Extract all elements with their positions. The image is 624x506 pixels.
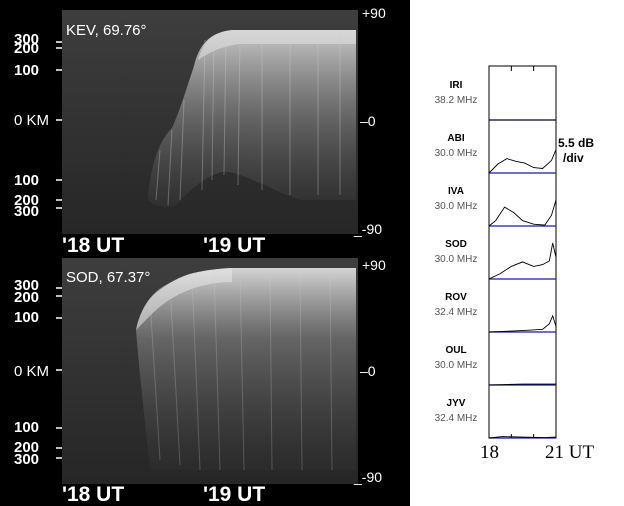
riometer-station-name: JYV bbox=[447, 398, 466, 409]
riometer-panel: IRI 38.2 MHz ABI 30.0 MHz IVA 30.0 MHz SOD 30.0… bbox=[410, 0, 624, 506]
keogram-1-ytick-0: 0 KM bbox=[14, 112, 49, 129]
riometer-svg: IRI 38.2 MHz ABI 30.0 MHz IVA 30.0 MHz SOD 30.0… bbox=[435, 65, 594, 463]
riometer-frame bbox=[488, 65, 557, 439]
keogram-2-rtick-minus90: _-90 bbox=[353, 469, 382, 485]
riometer-station-name: IVA bbox=[448, 186, 464, 197]
keogram-2-aurora bbox=[136, 268, 356, 470]
keogram-1-aurora bbox=[148, 30, 356, 208]
riometer-trace bbox=[488, 314, 557, 333]
keogram-2-time-19: '19 UT bbox=[203, 483, 265, 506]
keogram-2-rtick-0: –0 bbox=[360, 363, 376, 379]
riometer-scale-label: 5.5 dB bbox=[558, 136, 594, 150]
riometer-station-freq: 30.0 MHz bbox=[435, 148, 478, 159]
keogram-2-ytick-300-bottom: 300 bbox=[14, 451, 39, 468]
keogram-2-ytick-200-bottom: 200 bbox=[14, 439, 39, 456]
riometer-station-freq: 38.2 MHz bbox=[435, 95, 478, 106]
riometer-xtick-21: 21 UT bbox=[545, 442, 594, 463]
keogram-1-ytick-200-top: 200 bbox=[14, 40, 39, 57]
keogram-1-rtick-plus90: +90 bbox=[362, 5, 386, 21]
riometer-trace bbox=[488, 199, 557, 227]
riometer-station-freq: 32.4 MHz bbox=[435, 413, 478, 424]
keogram-svg: KEV, 69.76° 300 200 100 0 KM 100 200 300… bbox=[14, 5, 386, 506]
riometer-trace bbox=[488, 149, 557, 174]
keogram-1-title: KEV, 69.76° bbox=[66, 22, 147, 39]
keogram-2-ytick-100-top: 100 bbox=[14, 309, 39, 326]
riometer-labels: IRI 38.2 MHz ABI 30.0 MHz IVA 30.0 MHz SOD 30.0… bbox=[435, 80, 478, 424]
riometer-station-name: SOD bbox=[445, 239, 467, 250]
keogram-2-ytick-0: 0 KM bbox=[14, 363, 49, 380]
keogram-1-time-19: '19 UT bbox=[203, 234, 265, 257]
keogram-1-ytick-100-top: 100 bbox=[14, 62, 39, 79]
riometer-plot-border bbox=[488, 65, 557, 439]
keogram-2-rtick-plus90: +90 bbox=[362, 257, 386, 273]
riometer-station-freq: 30.0 MHz bbox=[435, 254, 478, 265]
keogram-1-ytick-200-bottom: 200 bbox=[14, 192, 39, 209]
riometer-trace bbox=[488, 436, 557, 439]
keogram-panel: KEV, 69.76° 300 200 100 0 KM 100 200 300… bbox=[0, 0, 410, 506]
keogram-1-rtick-0: –0 bbox=[360, 113, 376, 129]
riometer-station-name: ABI bbox=[447, 133, 464, 144]
keogram-1-rtick-minus90: _-90 bbox=[353, 221, 382, 237]
riometer-station-freq: 30.0 MHz bbox=[435, 201, 478, 212]
keogram-2-ytick-100-bottom: 100 bbox=[14, 419, 39, 436]
keogram-1-time-18: '18 UT bbox=[62, 234, 124, 257]
riometer-station-freq: 30.0 MHz bbox=[435, 360, 478, 371]
keogram-2-ytick-300-top: 300 bbox=[14, 277, 39, 294]
keogram-2-time-18: '18 UT bbox=[62, 483, 124, 506]
riometer-station-name: OUL bbox=[445, 345, 466, 356]
riometer-traces bbox=[488, 119, 557, 439]
riometer-station-freq: 32.4 MHz bbox=[435, 307, 478, 318]
keogram-1-ytick-300-top: 300 bbox=[14, 31, 39, 48]
riometer-trace bbox=[488, 383, 556, 386]
keogram-1-ytick-100-bottom: 100 bbox=[14, 172, 39, 189]
riometer-trace bbox=[488, 242, 557, 280]
riometer-station-name: IRI bbox=[450, 80, 463, 91]
riometer-station-name: ROV bbox=[445, 292, 467, 303]
keogram-2-ytick-200-top: 200 bbox=[14, 289, 39, 306]
riometer-xtick-18: 18 bbox=[480, 442, 499, 463]
riometer-scale-label-div: /div bbox=[563, 151, 584, 165]
keogram-1-ytick-300-bottom: 300 bbox=[14, 203, 39, 220]
keogram-2-title: SOD, 67.37° bbox=[66, 269, 150, 286]
